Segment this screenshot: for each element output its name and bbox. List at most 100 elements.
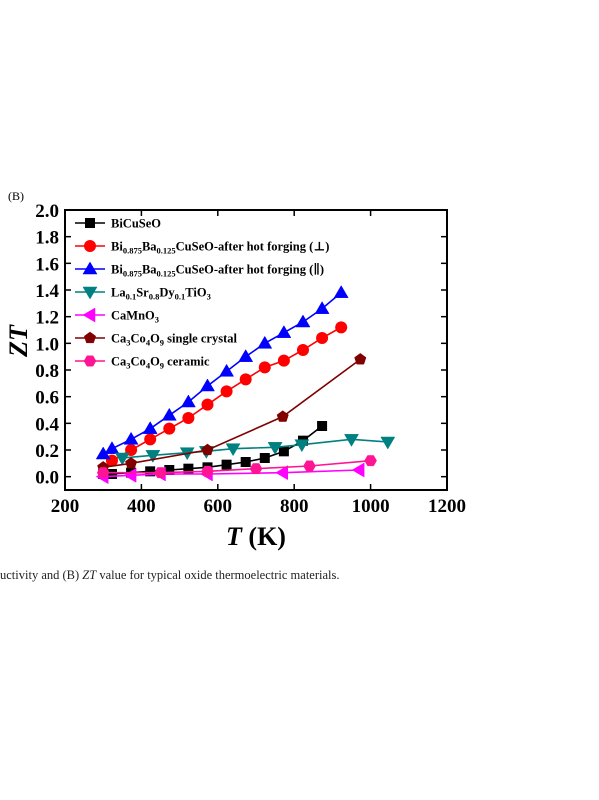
series-2-point-8	[238, 349, 254, 362]
y-tick-label-1.6: 1.6	[35, 254, 59, 275]
series-0-point-12	[317, 421, 328, 431]
legend-label-2-part-3: 0.125	[157, 269, 176, 279]
legend-label-3-part-6: TiO	[185, 286, 207, 300]
series-2-point-10	[276, 325, 292, 338]
series-line-6	[103, 459, 371, 474]
x-tick-label-200: 200	[51, 496, 80, 517]
series-1-point-9	[277, 354, 290, 367]
series-1-point-6	[220, 385, 233, 398]
series-2-point-9	[257, 335, 273, 349]
y-tick-label-2: 2.0	[35, 201, 59, 222]
plot-frame	[64, 209, 448, 491]
series-1-point-11	[316, 332, 329, 344]
legend-label-3-part-7: 3	[207, 292, 211, 302]
x-tick-label-800: 800	[280, 496, 309, 517]
legend-label-3-part-0: La	[111, 286, 126, 300]
legend-label-1-part-1: 0.875	[123, 246, 142, 256]
legend-marker-6	[83, 355, 97, 367]
series-2-point-2	[123, 431, 139, 445]
legend-marker-1	[84, 240, 96, 252]
series-0-point-8	[240, 457, 251, 467]
x-tick-label-600: 600	[204, 496, 233, 517]
legend-label-6-part-3: 4	[146, 361, 151, 371]
series-2-point-3	[142, 421, 158, 434]
series-1-point-5	[201, 398, 214, 411]
y-tick-label-0: 0.0	[35, 468, 59, 489]
series-6-point-3	[249, 463, 263, 475]
legend-label-5-part-0: Ca	[111, 332, 127, 346]
legend-label-1-part-0: Bi	[111, 240, 123, 254]
caption-zt: ZT	[82, 568, 97, 582]
legend-label-1-part-2: Ba	[142, 240, 157, 254]
axis-ticks: 200 400 600 800 1000 1200 0.0 0.2 0.4 0.6 0.8 1.0 1.…	[35, 201, 466, 517]
x-tick-label-400: 400	[127, 496, 156, 517]
series-2	[95, 285, 349, 460]
legend-label-5-part-4: O	[150, 332, 160, 346]
legend-label-3-part-5: 0.1	[175, 292, 186, 302]
series-0-point-4	[164, 465, 175, 475]
series-2-point-11	[295, 314, 311, 328]
series-1-point-10	[296, 344, 309, 356]
legend-label-6-part-1: 3	[126, 361, 130, 371]
legend-marker-3	[82, 286, 98, 300]
legend-label-6-part-0: Ca	[111, 355, 127, 369]
series-5-point-1	[125, 457, 138, 469]
x-tick-label-1200: 1200	[428, 496, 466, 517]
series-line-3	[122, 438, 388, 459]
legend-label-1-part-4: CuSeO-after hot forging (⊥)	[176, 240, 330, 254]
x-axis-title-symbol: T	[226, 522, 243, 551]
y-tick-label-0.2: 0.2	[35, 441, 59, 462]
series-5-point-2	[201, 443, 214, 456]
legend-label-2-part-1: 0.875	[123, 269, 142, 279]
legend-marker-0	[85, 218, 95, 228]
series-0-point-1	[106, 469, 117, 479]
y-tick-label-1.2: 1.2	[35, 308, 59, 329]
series-0-point-10	[278, 446, 289, 457]
x-tick-label-1000: 1000	[352, 496, 390, 517]
legend-label-2: Bi0.875Ba0.125CuSeO-after hot forging (∥…	[111, 263, 324, 279]
x-axis-title: T (K)	[226, 522, 286, 551]
legend-item-6: Ca3Co4O9 ceramic	[75, 355, 210, 371]
series-layer	[95, 285, 396, 485]
series-1-point-3	[163, 422, 176, 435]
series-3-point-7	[344, 434, 359, 447]
legend-label-4-part-1: 3	[155, 315, 159, 325]
legend-label-4-part-0: CaMnO	[111, 309, 155, 323]
series-3-point-1	[145, 450, 161, 463]
series-3-point-0	[114, 452, 130, 466]
x-axis-title-unit: (K)	[242, 522, 286, 551]
series-1-point-2	[144, 433, 157, 446]
legend-label-5-part-1: 3	[126, 338, 130, 348]
legend-label-5-part-5: 9	[160, 338, 164, 348]
panel-label: (B)	[8, 189, 24, 203]
legend-label-6-part-4: O	[150, 355, 160, 369]
legend-label-3-part-2: Sr	[136, 286, 149, 300]
series-1-point-4	[182, 412, 195, 424]
legend-label-3: La0.1Sr0.8Dy0.1TiO3	[111, 286, 211, 302]
caption-prefix: uctivity and (B)	[0, 568, 83, 582]
legend-label-6-part-6: ceramic	[164, 355, 210, 369]
y-axis-title: ZT	[4, 324, 33, 358]
series-4-point-1	[123, 467, 137, 483]
y-tick-label-1.4: 1.4	[35, 281, 59, 302]
series-3-point-6	[294, 439, 310, 453]
legend-marker-2	[82, 261, 98, 275]
legend-item-2: Bi0.875Ba0.125CuSeO-after hot forging (∥…	[75, 261, 324, 279]
legend-marker-4	[82, 307, 96, 323]
series-5	[97, 353, 367, 473]
legend-item-4: CaMnO3	[75, 307, 159, 325]
series-0-point-9	[259, 453, 270, 463]
legend-label-6-part-2: Co	[131, 355, 146, 369]
series-2-point-4	[161, 407, 177, 421]
legend-label-1-part-3: 0.125	[157, 246, 176, 256]
plot-border	[64, 209, 448, 491]
series-1-point-8	[258, 361, 271, 374]
legend-label-2-part-0: Bi	[111, 263, 123, 277]
legend-label-3-part-1: 0.1	[126, 292, 137, 302]
legend-marker-5	[83, 331, 97, 344]
legend-item-1: Bi0.875Ba0.125CuSeO-after hot forging (⊥…	[75, 240, 329, 256]
legend-label-2-part-2: Ba	[142, 263, 157, 277]
legend-label-5-part-6: single crystal	[164, 332, 237, 346]
series-6-point-4	[303, 460, 316, 472]
legend-label-0: BiCuSeO	[111, 217, 161, 231]
